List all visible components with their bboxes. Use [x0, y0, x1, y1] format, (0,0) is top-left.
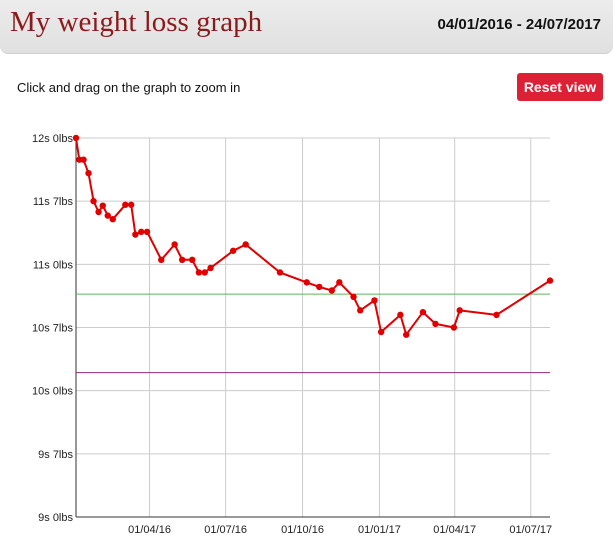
y-tick-label: 11s 0lbs	[33, 259, 74, 271]
x-tick-label: 01/01/17	[358, 524, 401, 536]
weight-point	[90, 197, 97, 205]
weight-point	[127, 201, 135, 208]
reset-view-button[interactable]: Reset view	[517, 73, 603, 101]
weight-point	[178, 256, 186, 264]
y-axis-labels: 9s 0lbs 9s 7lbs 10s 0lbs 10s 7lbs 11s 0lbs 11…	[32, 133, 73, 524]
y-tick-label: 11s 7lbs	[33, 196, 74, 208]
weight-point	[419, 308, 427, 316]
weight-point	[207, 264, 214, 272]
weight-point	[229, 247, 237, 254]
y-tick-label: 9s 7lbs	[38, 449, 73, 461]
weight-point	[99, 202, 106, 209]
weight-point	[377, 328, 385, 336]
weight-point	[371, 297, 378, 304]
weight-point	[303, 279, 310, 286]
weight-point	[143, 228, 151, 236]
chart-axes	[75, 138, 550, 518]
weight-point	[546, 277, 554, 284]
y-tick-label: 9s 0lbs	[38, 512, 73, 524]
weight-point	[201, 269, 208, 276]
weight-point	[316, 283, 323, 291]
y-tick-label: 10s 0lbs	[32, 386, 73, 398]
page-title: My weight loss graph	[10, 6, 263, 38]
weight-point	[242, 241, 249, 248]
weight-point	[109, 216, 116, 223]
weight-point	[357, 307, 364, 314]
weight-point	[138, 228, 145, 236]
x-tick-label: 01/04/16	[128, 524, 171, 536]
date-range: 04/01/2016 - 24/07/2017	[437, 16, 601, 33]
weight-point	[80, 156, 87, 163]
weight-point	[397, 311, 404, 319]
x-tick-label: 01/10/16	[281, 524, 324, 536]
y-tick-label: 12s 0lbs	[32, 133, 73, 145]
x-tick-label: 01/07/16	[204, 524, 247, 536]
weight-series	[72, 134, 554, 338]
zoom-hint: Click and drag on the graph to zoom in	[17, 80, 241, 95]
weight-point	[72, 134, 80, 142]
weight-point	[95, 208, 102, 216]
weight-point	[336, 279, 343, 286]
weight-point	[450, 324, 458, 331]
x-axis-labels: 01/04/16 01/07/16 01/10/16 01/01/17 01/04/17…	[128, 524, 552, 536]
weight-chart[interactable]: 9s 0lbs 9s 7lbs 10s 0lbs 10s 7lbs 11s 0lbs 11…	[0, 120, 613, 545]
weight-point	[328, 287, 336, 294]
weight-point	[195, 269, 203, 276]
reference-lines	[76, 293, 550, 374]
weight-point	[158, 256, 165, 264]
chart-grid	[76, 137, 550, 518]
weight-point	[85, 169, 92, 177]
weight-line	[75, 137, 551, 336]
weight-point	[456, 307, 463, 314]
y-tick-label: 10s 7lbs	[32, 323, 73, 335]
weight-point	[493, 311, 500, 319]
header-bar: My weight loss graph 04/01/2016 - 24/07/…	[0, 0, 613, 54]
x-tick-label: 01/07/17	[509, 524, 552, 536]
weight-point	[403, 331, 410, 338]
weight-point	[189, 256, 196, 264]
weight-point	[432, 320, 439, 328]
weight-point	[132, 231, 139, 238]
x-tick-label: 01/04/17	[433, 524, 476, 536]
weight-point	[276, 269, 284, 276]
weight-point	[350, 293, 357, 301]
weight-point	[104, 212, 111, 219]
weight-point	[122, 201, 129, 208]
weight-point	[171, 241, 178, 248]
